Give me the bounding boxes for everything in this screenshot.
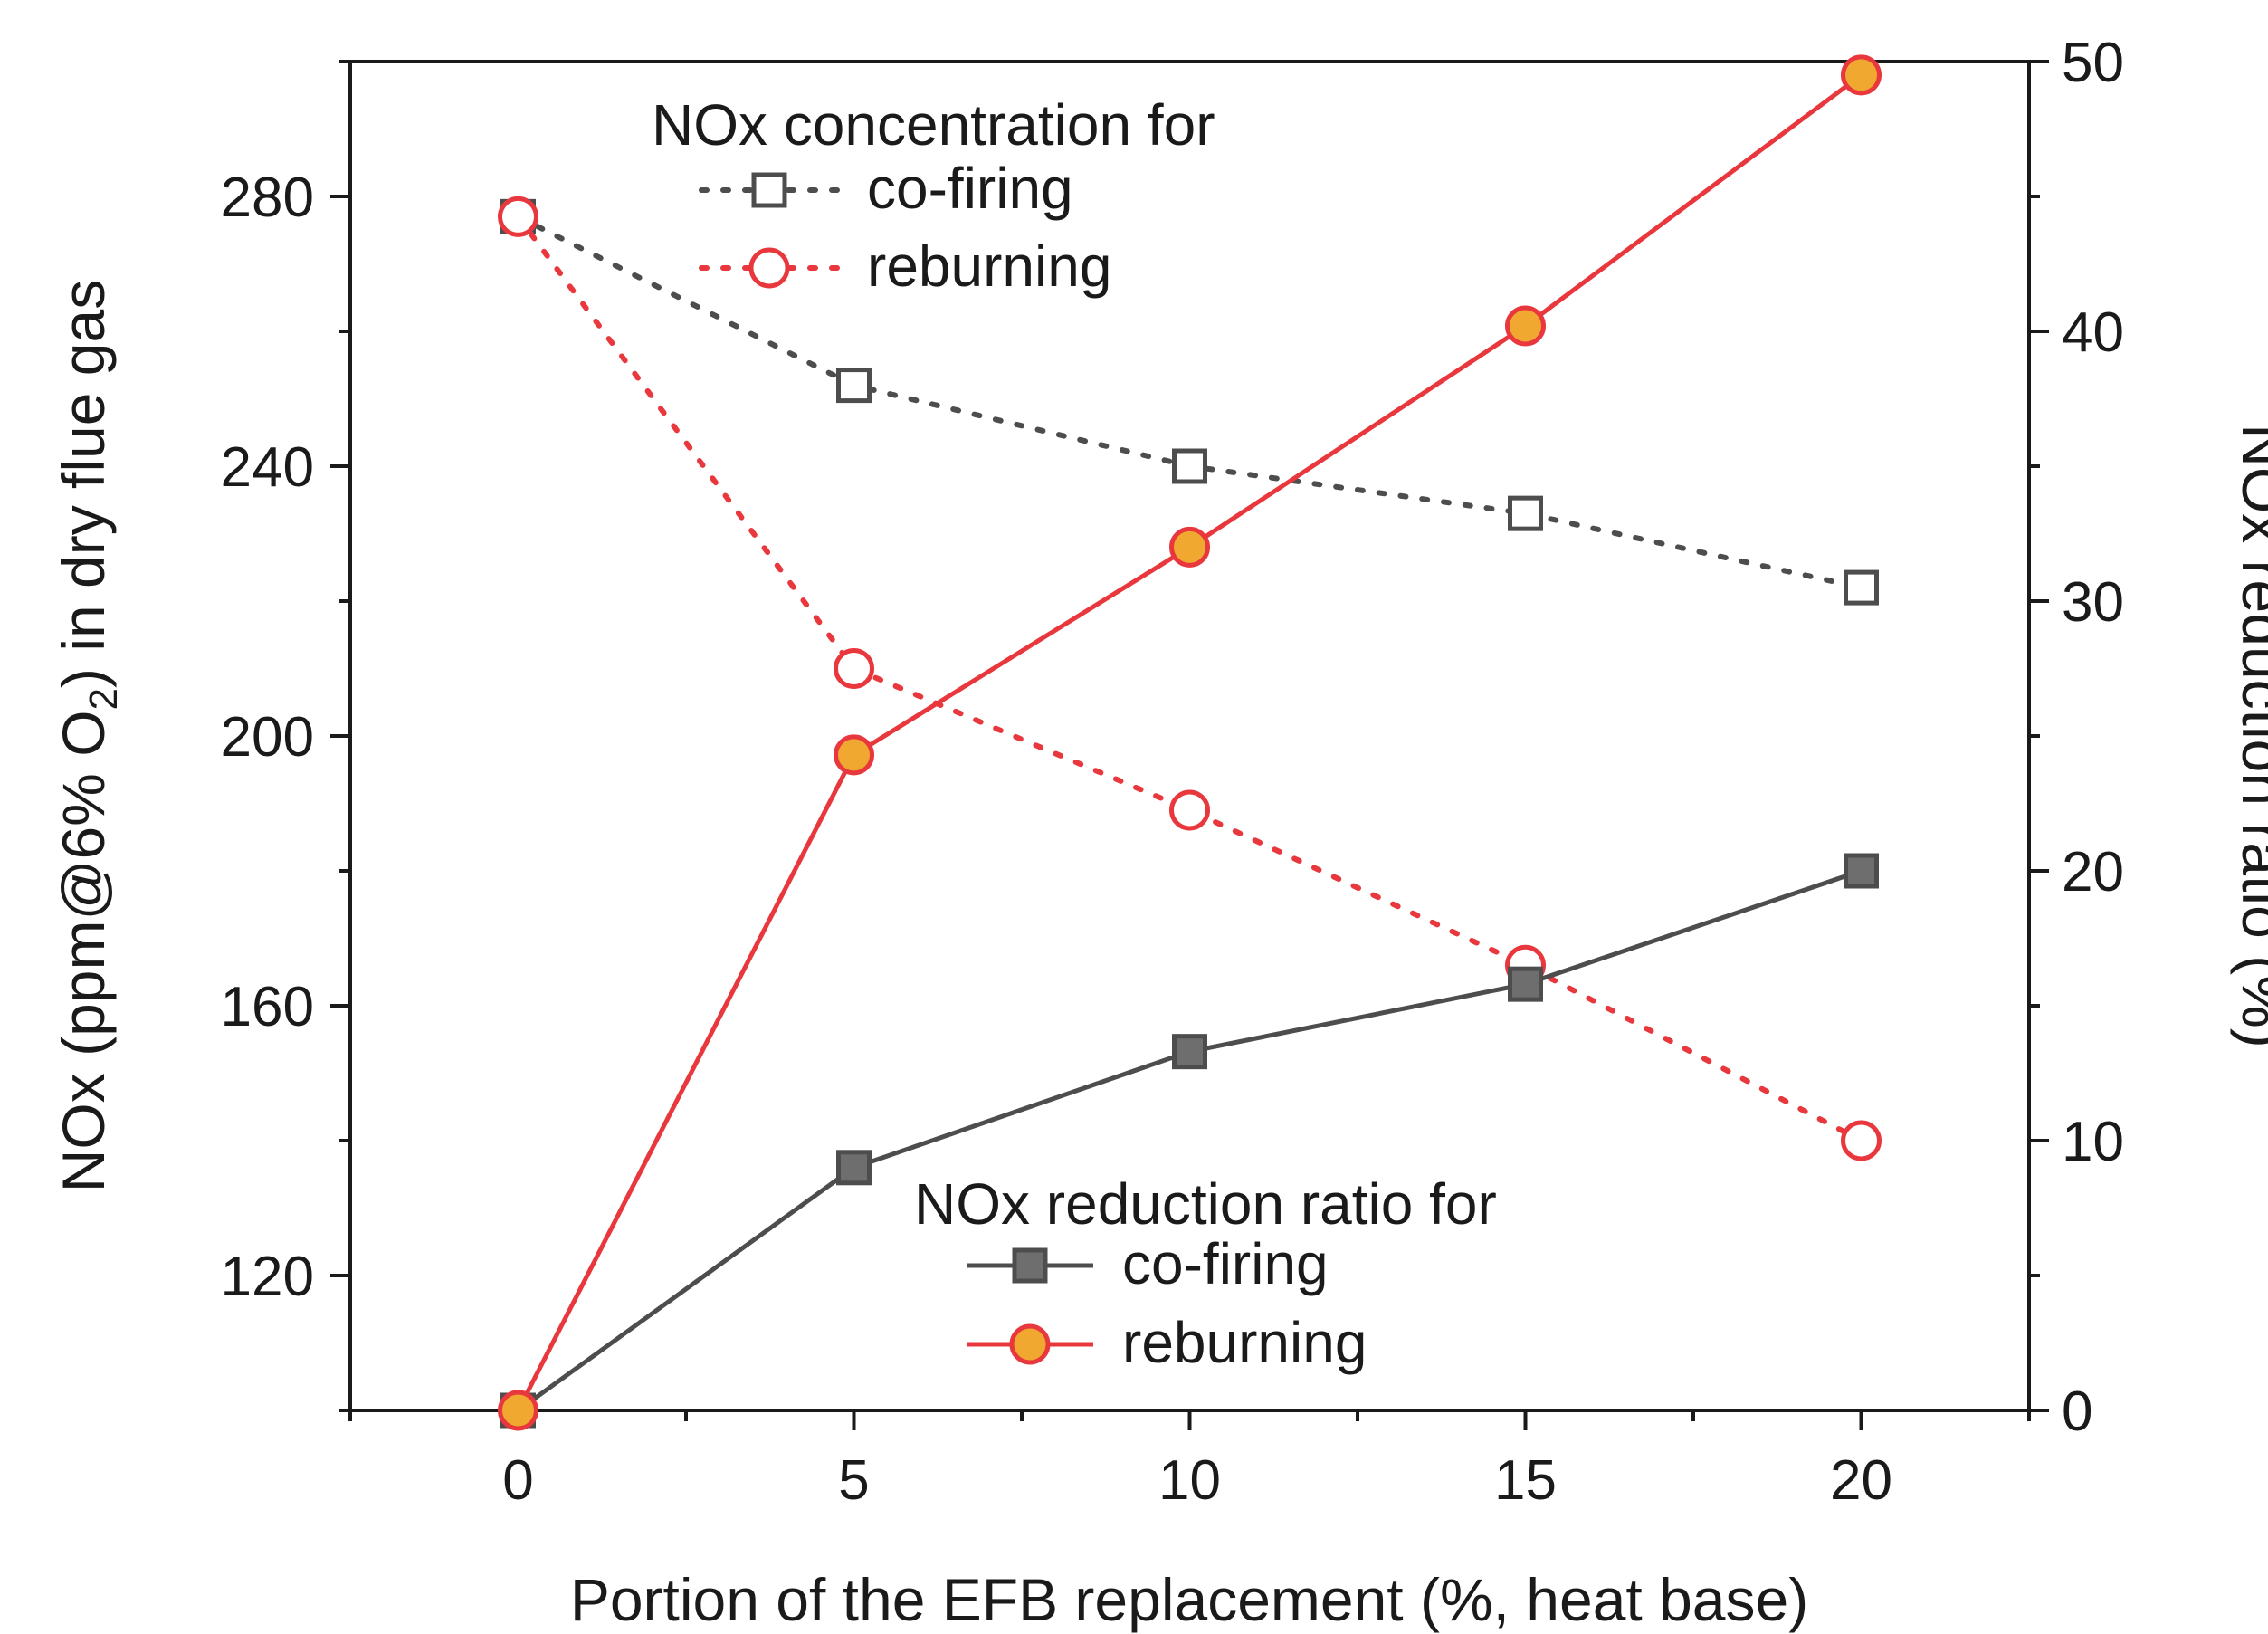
right-y-tick-label: 10 [2062,1111,2124,1173]
data-point-concentration-co-firing [1844,569,1879,606]
data-point-reduction-reburning [1169,526,1210,568]
ticks: 0 5 10 15 20 120 160 200 240 280 0 10 20 30 40 50 [221,32,2124,1512]
data-point-reduction-reburning [834,734,874,776]
right-y-tick-label: 40 [2062,301,2124,364]
x-tick-label: 10 [1158,1449,1221,1512]
legend-layer: NOx concentration forco-firingreburningN… [652,92,1497,1375]
right-y-tick-label: 30 [2062,571,2124,634]
right-y-tick-label: 20 [2062,841,2124,903]
series-reduction-reburning [498,54,1882,1431]
x-tick-label: 20 [1830,1449,1892,1512]
data-point-reduction-reburning [1505,305,1546,347]
data-point-concentration-reburning [1169,789,1210,831]
legend-entry-label: reburning [867,234,1111,299]
data-point-concentration-reburning [498,196,538,237]
legend-marker [751,172,787,208]
legend-entry-label: reburning [1122,1310,1367,1375]
data-point-concentration-co-firing [1172,448,1207,484]
right-y-tick-label: 0 [2062,1381,2092,1443]
x-tick-label: 5 [838,1449,869,1512]
left-y-tick-label: 120 [221,1246,314,1308]
legend-marker [1009,1323,1051,1365]
x-tick-label: 0 [502,1449,533,1512]
legend-title: NOx concentration for [652,92,1215,158]
data-point-reduction-co-firing [1508,966,1543,1002]
series-line-concentration-reburning [515,214,1864,1143]
legend-marker [748,247,790,289]
data-point-concentration-co-firing [1508,495,1543,531]
left-y-tick-label: 160 [221,976,314,1038]
x-tick-label: 15 [1494,1449,1557,1512]
legend-entry-label: co-firing [867,156,1073,221]
left-y-tick-label: 200 [221,706,314,769]
data-point-concentration-reburning [1841,1120,1882,1161]
series-layer [498,54,1882,1431]
data-point-reduction-reburning [498,1390,538,1431]
left-y-tick-label: 280 [221,167,314,229]
data-point-reduction-co-firing [1844,853,1879,889]
right-y-tick-label: 50 [2062,32,2124,94]
data-point-reduction-co-firing [836,1150,872,1186]
data-point-concentration-co-firing [836,368,872,404]
data-point-reduction-co-firing [1172,1034,1207,1070]
x-axis-title: Portion of the EFB replacement (%, heat … [570,1566,1808,1633]
right-axis-title: NOx reduction ratio (%) [2230,424,2268,1048]
left-axis-title: NOx (ppm@6% O2) in dry flue gas [50,280,126,1192]
left-y-tick-label: 240 [221,436,314,499]
series-concentration-reburning [498,196,1882,1161]
data-point-reduction-reburning [1841,54,1882,96]
legend-title: NOx reduction ratio for [914,1171,1497,1237]
legend-entry-label: co-firing [1122,1231,1329,1296]
data-point-concentration-reburning [834,648,874,689]
legend-marker [1012,1247,1048,1284]
